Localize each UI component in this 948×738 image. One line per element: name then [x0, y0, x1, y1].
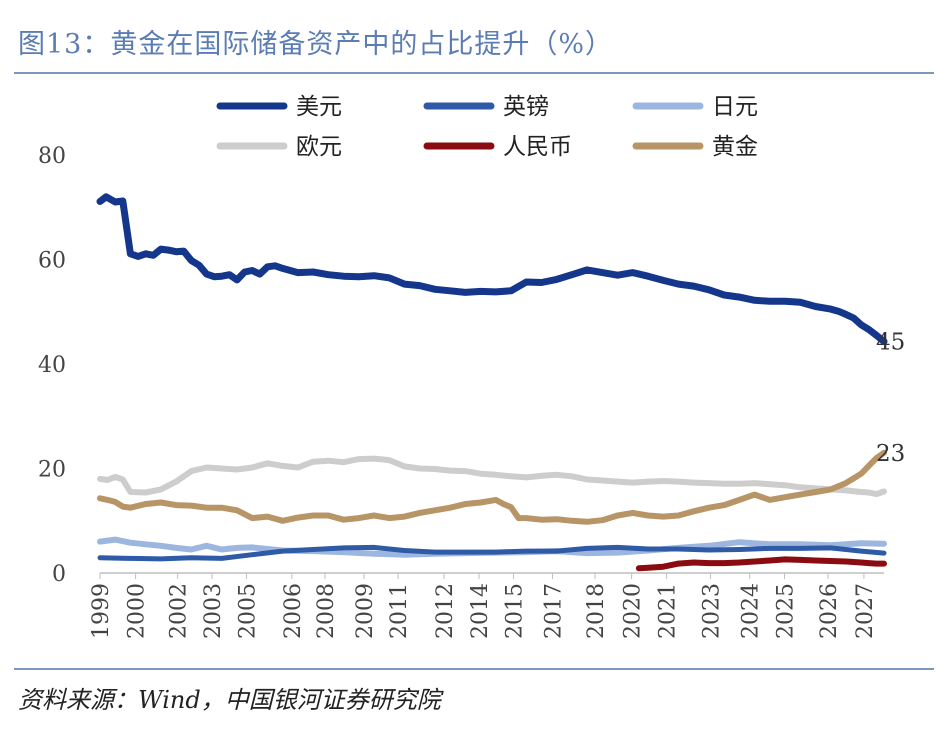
x-tick-label: 2025: [773, 583, 798, 639]
series-line-usd: [96, 193, 888, 345]
legend-label-gbp: 英镑: [503, 94, 549, 120]
x-tick-label: 2011: [387, 583, 412, 639]
y-tick-label: 60: [38, 249, 66, 274]
end-labels: 45 23: [876, 330, 905, 467]
x-tick-label: 2009: [353, 583, 378, 639]
series-line-gold: [97, 449, 887, 525]
x-tick-label: 2012: [433, 583, 458, 639]
x-tick-label: 2017: [541, 583, 566, 639]
series-line-gbp: [97, 544, 887, 562]
axes: 0 20 40 60 80 1999 2000 2002 2003 2005 2006 2008 200…: [38, 144, 884, 639]
legend-label-cny: 人民币: [503, 134, 572, 160]
series-line-jpy: [97, 536, 887, 558]
end-label-gold: 23: [876, 441, 905, 467]
x-tick-label: 2000: [125, 583, 150, 639]
x-tick-label: 2005: [235, 583, 260, 639]
x-tick-label: 2014: [468, 583, 493, 639]
x-tick-label: 2024: [739, 583, 764, 639]
end-label-usd: 45: [876, 330, 905, 356]
x-tick-label: 2006: [281, 583, 306, 639]
x-tick-label: 1999: [89, 583, 114, 639]
series-line-eur: [97, 455, 887, 498]
x-tick-label: 2026: [817, 583, 842, 639]
x-tick-label: 2020: [621, 583, 646, 639]
top-divider: [14, 72, 934, 74]
x-tick-label: 2027: [853, 583, 878, 639]
y-tick-label: 20: [38, 458, 66, 483]
x-tick-label: 2002: [167, 583, 192, 639]
legend-label-usd: 美元: [296, 94, 342, 120]
x-tick-label: 2023: [699, 583, 724, 639]
x-tick-label: 2008: [314, 583, 339, 639]
x-tick-label: 2021: [656, 583, 681, 639]
chart-title: 图13：黄金在国际储备资产中的占比提升（%）: [18, 29, 614, 60]
legend-label-gold: 黄金: [712, 134, 758, 160]
y-tick-label: 0: [52, 562, 66, 587]
y-tick-label: 40: [38, 353, 66, 378]
legend-label-eur: 欧元: [296, 134, 342, 160]
source-note: 资料来源：Wind，中国银河证券研究院: [18, 686, 441, 714]
y-tick-label: 80: [38, 144, 66, 169]
x-tick-label: 2015: [502, 583, 527, 639]
series-lines: [96, 193, 888, 572]
chart-area: 0 20 40 60 80 1999 2000 2002 2003 2005 2006 2008 200…: [38, 94, 905, 639]
legend-label-jpy: 日元: [712, 94, 758, 120]
x-tick-label: 2018: [584, 583, 609, 639]
bottom-divider: [14, 668, 934, 670]
x-tick-label: 2003: [201, 583, 226, 639]
series-line-cny: [635, 556, 887, 572]
